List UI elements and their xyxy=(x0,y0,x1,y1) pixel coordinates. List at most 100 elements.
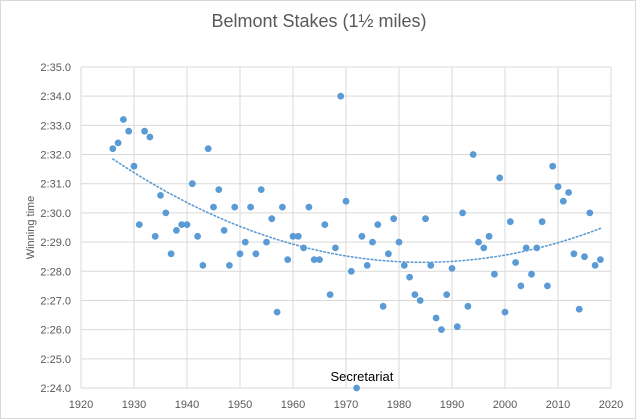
data-point xyxy=(570,250,578,258)
y-tick-label: 2:34.0 xyxy=(40,91,71,103)
data-point xyxy=(533,244,541,252)
data-point xyxy=(109,145,117,153)
data-point xyxy=(337,92,345,100)
y-tick-label: 2:29.0 xyxy=(40,237,71,249)
data-point xyxy=(432,314,440,322)
data-point xyxy=(512,259,519,266)
data-point xyxy=(443,291,451,298)
trendline xyxy=(112,158,602,264)
y-axis-label: Winning time xyxy=(25,196,37,260)
data-point xyxy=(517,282,525,290)
x-tick-label: 1920 xyxy=(69,399,93,411)
data-point xyxy=(194,232,202,240)
y-tick-label: 2:33.0 xyxy=(40,120,71,132)
data-point xyxy=(130,162,138,170)
x-tick-label: 2010 xyxy=(546,399,570,411)
data-point xyxy=(236,250,244,258)
data-point xyxy=(496,174,504,182)
data-point xyxy=(400,262,408,269)
data-point xyxy=(316,256,323,263)
data-point xyxy=(342,197,350,205)
data-point xyxy=(135,221,143,229)
data-point xyxy=(220,227,228,234)
x-tick-label: 2000 xyxy=(493,399,517,411)
data-point xyxy=(586,209,594,217)
data-point xyxy=(125,127,133,135)
data-point xyxy=(575,305,583,313)
data-point xyxy=(453,323,461,331)
x-tick-label: 1940 xyxy=(175,399,199,411)
data-point xyxy=(353,384,360,392)
y-tick-label: 2:28.0 xyxy=(40,266,71,278)
y-tick-label: 2:27.0 xyxy=(40,295,71,307)
data-point xyxy=(326,291,334,298)
data-point xyxy=(284,256,292,263)
data-point xyxy=(273,308,281,316)
data-point xyxy=(347,267,355,275)
data-point xyxy=(188,180,196,188)
data-point xyxy=(141,127,149,135)
data-point xyxy=(247,203,255,211)
x-tick-label: 1970 xyxy=(334,399,358,411)
data-point xyxy=(528,270,535,278)
x-tick-label: 2020 xyxy=(599,399,623,411)
data-point xyxy=(485,232,493,240)
data-point xyxy=(146,133,154,141)
data-point xyxy=(210,203,217,211)
data-point xyxy=(522,244,530,252)
data-point xyxy=(363,262,371,269)
data-point xyxy=(178,221,186,229)
data-point xyxy=(257,186,265,194)
data-point xyxy=(491,270,498,278)
x-tick-label: 1990 xyxy=(440,399,464,411)
data-point xyxy=(538,218,546,226)
x-tick-label: 1950 xyxy=(228,399,252,411)
data-point xyxy=(305,203,313,211)
x-tick-label: 1960 xyxy=(281,399,305,411)
data-point xyxy=(332,244,339,252)
data-point xyxy=(464,302,472,310)
y-tick-label: 2:32.0 xyxy=(40,150,71,162)
data-point xyxy=(591,262,599,269)
data-point xyxy=(300,244,307,252)
data-point xyxy=(438,326,445,333)
data-point xyxy=(416,297,424,304)
data-point xyxy=(390,215,398,223)
data-point xyxy=(157,192,164,199)
data-point xyxy=(427,262,435,269)
data-point xyxy=(167,250,175,258)
chart-title: Belmont Stakes (1½ miles) xyxy=(211,11,427,31)
data-point xyxy=(565,189,572,196)
data-point xyxy=(369,238,376,246)
data-point xyxy=(241,238,249,246)
data-point xyxy=(310,256,318,263)
data-point xyxy=(554,183,562,191)
data-point xyxy=(559,197,567,205)
data-point xyxy=(385,250,392,258)
data-point xyxy=(173,227,180,234)
data-point xyxy=(268,215,276,223)
data-point xyxy=(183,221,191,229)
data-point xyxy=(289,232,297,240)
y-tick-label: 2:31.0 xyxy=(40,179,71,191)
data-point xyxy=(411,291,419,298)
x-tick-label: 1980 xyxy=(387,399,411,411)
data-point xyxy=(459,209,466,217)
data-point xyxy=(279,203,286,211)
data-point xyxy=(506,218,514,226)
annotation-label: Secretariat xyxy=(330,369,393,384)
data-point xyxy=(597,256,604,263)
data-point xyxy=(422,215,429,223)
data-point xyxy=(162,209,170,217)
data-point xyxy=(226,262,233,269)
data-point xyxy=(204,145,212,153)
y-tick-label: 2:25.0 xyxy=(40,354,71,366)
y-tick-label: 2:26.0 xyxy=(40,325,71,337)
data-point xyxy=(395,238,403,246)
data-point xyxy=(199,262,207,269)
data-point xyxy=(215,186,223,194)
data-point xyxy=(475,238,482,246)
data-point xyxy=(252,250,260,258)
y-tick-label: 2:35.0 xyxy=(40,62,71,74)
